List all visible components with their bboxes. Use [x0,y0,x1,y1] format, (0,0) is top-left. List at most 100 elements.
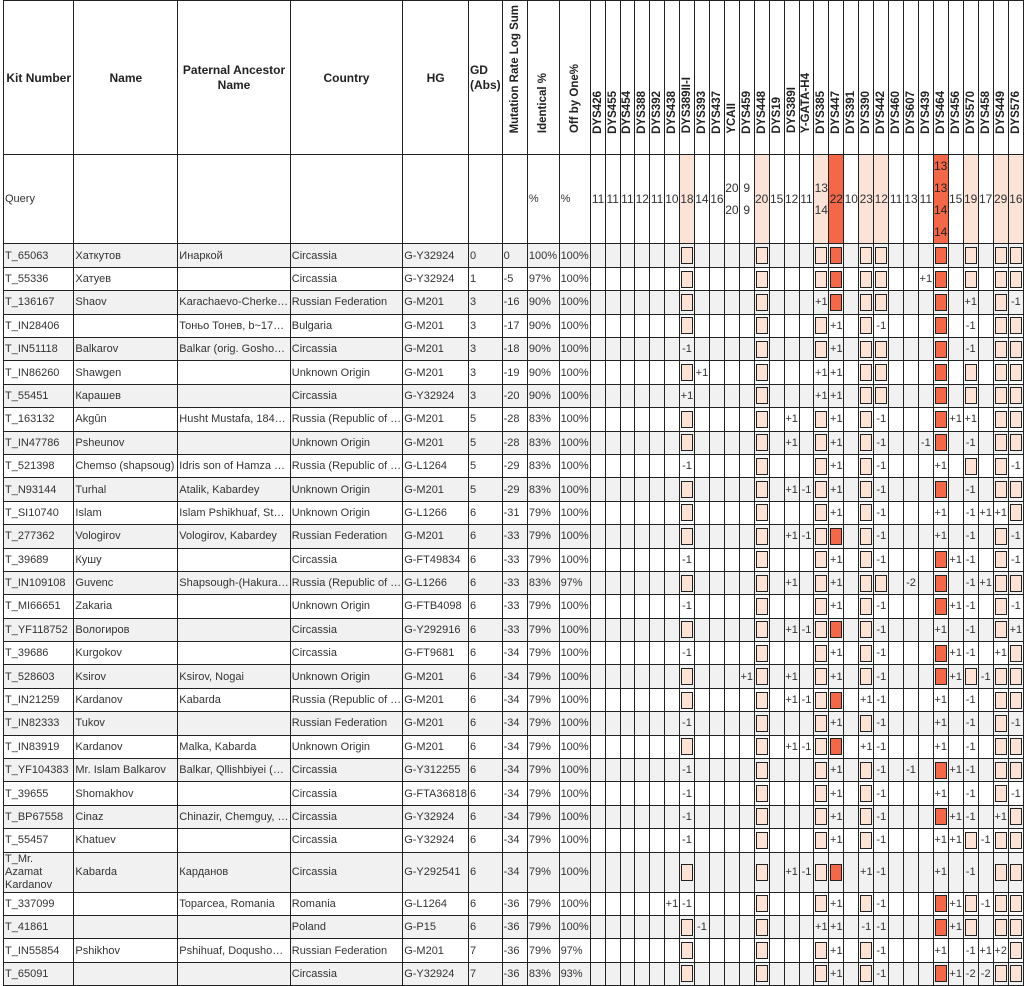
table-row[interactable]: T_39686 Kurgokov Circassia G-FT9681 6 -34 79% 1… [2,641,1024,666]
cell-haplogroup: G-Y32924 [402,828,469,853]
table-row[interactable]: T_MI66651 Zakaria Unknown Origin G-FTB4098 6… [2,594,1024,619]
col-header-gd[interactable]: GD (Abs) [467,0,503,156]
table-row[interactable]: T_IN109108 Guvenc Shapsough-(Hakura… Russia… [2,570,1024,596]
cell-off-by-one-pct: 100% [558,687,592,713]
col-header-dys389i[interactable]: DYS389I [783,0,800,156]
cell-paternal-ancestor: Карданов [177,851,291,893]
marker-cell-dys454 [619,266,636,292]
cell-name: Kardanov [73,687,179,713]
marker-cell-dys460 [888,711,904,736]
query-value-dys464: 13 13 14 14 [932,154,949,245]
col-header-dys426[interactable]: DYS426 [590,0,606,156]
marker-cell-dys438: +1 [663,891,680,916]
marker-cell-dys385 [813,500,830,526]
marker-cell-dys19 [768,430,785,455]
col-header-dys385[interactable]: DYS385 [813,0,830,156]
col-header-dys607[interactable]: DYS607 [902,0,919,156]
table-row[interactable]: T_BP67558 Cinaz Chinazir, Chemguy, … Circas… [2,804,1024,830]
marker-cell-dys388 [634,938,651,963]
table-row[interactable]: T_IN28406 Тоньо Тонев, b~17… Bulgaria G-M20… [2,313,1024,338]
table-row[interactable]: T_55336 Хатуев Circassia G-Y32924 1 -5 97% 100%… [2,266,1024,292]
col-header-dys576[interactable]: DYS576 [1007,0,1024,156]
table-row[interactable]: T_IN51118 Balkarov Balkar (orig. Gosho… Cir… [2,336,1024,362]
col-header-dys19[interactable]: DYS19 [768,0,785,156]
col-header-dys391[interactable]: DYS391 [843,0,860,156]
marker-cell-ycaii [723,500,740,526]
table-row[interactable]: T_YF104383 Mr. Islam Balkarov Balkar, Qlli… [2,758,1024,783]
marker-cell-dys389i [783,453,800,479]
table-row[interactable]: T_IN83919 Kardanov Malka, Kabarda Unknown O… [2,734,1024,760]
col-header-y-gata-h4[interactable]: Y-GATA-H4 [798,0,815,156]
table-row[interactable]: T_YF118752 Вологиров Circassia G-Y292916 6 -3… [2,617,1024,643]
table-row[interactable]: T_39689 Кушу Circassia G-FT49834 6 -33 79% 100%… [2,547,1024,572]
table-row[interactable]: T_IN47786 Psheunov Unknown Origin G-M201 5 -2… [2,430,1024,455]
table-row[interactable]: T_521398 Chemso (shapsoug) Idris son of Ha… [2,453,1024,479]
table-row[interactable]: T_SI10740 Islam Islam Pshikhuaf, St… Unknow… [2,500,1024,526]
col-header-dys438[interactable]: DYS438 [663,0,680,156]
col-header-dys459[interactable]: DYS459 [738,0,755,156]
table-row[interactable]: T_136167 Shaov Karachaevo-Cherke… Russian F… [2,290,1024,315]
col-header-dys458[interactable]: DYS458 [977,0,994,156]
col-header-dys388[interactable]: DYS388 [634,0,651,156]
col-header-dys455[interactable]: DYS455 [604,0,621,156]
col-header-dys389ii-i[interactable]: DYS389II-I [678,0,695,156]
col-header-dys439[interactable]: DYS439 [917,0,934,156]
marker-match-box [680,863,693,881]
marker-cell-dys19 [768,781,785,806]
col-header-dys393[interactable]: DYS393 [693,0,710,156]
marker-cell-dys447: +1 [828,407,845,432]
col-header-mutation-rate[interactable]: Mutation Rate Log Sum [501,0,528,156]
col-header-hg[interactable]: HG [402,0,469,156]
cell-genetic-distance: 0 [467,243,503,268]
table-row[interactable]: T_65063 Хаткутов Инаркой Circassia G-Y32924 0… [2,243,1024,268]
marker-cell-dys439 [917,547,934,572]
col-header-ancestor[interactable]: Paternal Ancestor Name [177,0,291,156]
table-row[interactable]: T_IN86260 Shawgen Unknown Origin G-M201 3 -19… [2,360,1024,385]
table-row[interactable]: T_163132 Akgûn Husht Mustafa, 184… Russia (… [2,407,1024,432]
col-header-dys390[interactable]: DYS390 [858,0,875,156]
col-header-dys454[interactable]: DYS454 [619,0,636,156]
table-row[interactable]: T_IN21259 Kardanov Kabarda Russia (Republic… [2,687,1024,713]
table-row[interactable]: T_277362 Vologirov Vologirov, Kabardey Russ… [2,524,1024,549]
col-header-dys456[interactable]: DYS456 [947,0,964,156]
marker-cell-dys456 [947,687,964,713]
col-header-kit[interactable]: Kit Number [2,0,75,156]
table-row[interactable]: T_IN55854 Pshikhov Pshihuaf, Doqusho… Russi… [2,938,1024,963]
table-row[interactable]: T_41861 Poland G-P15 6 -36 79% 100% -1 +1 +1 -1 -1 +… [2,914,1024,940]
col-header-dys437[interactable]: DYS437 [708,0,725,156]
table-row[interactable]: T_N93144 Turhal Atalik, Kabardey Unknown Or… [2,477,1024,502]
table-row[interactable]: T_IN82333 Tukov Russian Federation G-M201 6-… [2,711,1024,736]
col-header-dys392[interactable]: DYS392 [649,0,665,156]
marker-cell-dys19 [768,336,785,362]
cell-paternal-ancestor [177,781,291,806]
marker-cell-dys448 [753,313,770,338]
col-header-identical[interactable]: Identical % [526,0,560,156]
col-header-dys464[interactable]: DYS464 [932,0,949,156]
marker-cell-dys460 [888,570,904,596]
col-header-country[interactable]: Country [289,0,404,156]
marker-cell-dys454 [619,547,636,572]
col-header-ycaii[interactable]: YCAII [723,0,740,156]
col-header-dys570[interactable]: DYS570 [962,0,979,156]
marker-cell-dys464 [932,477,949,502]
marker-cell-dys391 [843,594,860,619]
table-row[interactable]: T_55451 Карашев Circassia G-Y32924 3 -20 90% 10… [2,383,1024,409]
table-row[interactable]: T_39655 Shomakhov Circassia G-FTA36818 6 -34 7… [2,781,1024,806]
col-header-label: DYS391 [845,90,858,134]
table-row[interactable]: T_Mr. Azamat Kardanov Kabarda Карданов Circ… [2,851,1024,893]
table-row[interactable]: T_528603 Ksirov Ksirov, Nogai Unknown Origi… [2,664,1024,689]
col-header-off-by-one[interactable]: Off by One% [558,0,592,156]
marker-match-box [860,247,873,265]
col-header-dys447[interactable]: DYS447 [828,0,845,156]
col-header-name[interactable]: Name [73,0,179,156]
col-header-dys460[interactable]: DYS460 [888,0,904,156]
table-row[interactable]: T_55457 Khatuev Circassia G-Y32924 6 -34 79% 10… [2,828,1024,853]
table-row[interactable]: T_65091 Circassia G-Y32924 7 -36 83% 93% +1 -1 +1… [2,961,1024,986]
col-header-dys449[interactable]: DYS449 [992,0,1009,156]
table-row[interactable]: T_337099 Toparcea, Romania Romania G-L1264 6… [2,891,1024,916]
marker-cell-dys388 [634,266,651,292]
marker-cell-dys391 [843,407,860,432]
col-header-dys442[interactable]: DYS442 [873,0,890,156]
col-header-dys448[interactable]: DYS448 [753,0,770,156]
marker-cell-dys438 [663,711,680,736]
